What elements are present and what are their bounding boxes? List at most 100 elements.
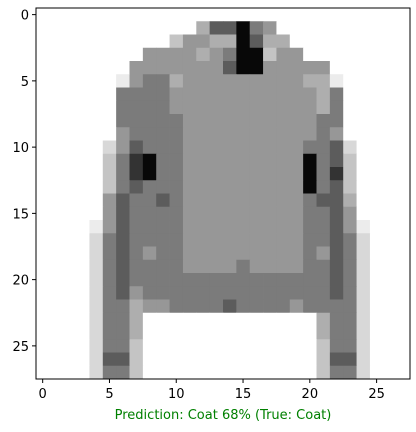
pixel-cell: [196, 100, 211, 115]
pixel-cell: [236, 365, 251, 380]
pixel-cell: [156, 180, 170, 194]
pixel-cell: [36, 286, 50, 300]
pixel-cell: [129, 312, 144, 327]
pixel-cell: [396, 259, 411, 274]
pixel-cell: [236, 140, 251, 155]
pixel-cell: [236, 273, 251, 287]
pixel-cell: [129, 246, 144, 261]
pixel-cell: [249, 193, 264, 208]
pixel-cell: [76, 246, 90, 261]
pixel-cell: [102, 206, 117, 221]
pixel-cell: [329, 299, 344, 314]
pixel-cell: [129, 352, 144, 367]
pixel-cell: [142, 273, 157, 287]
pixel-cell: [289, 299, 304, 314]
pixel-cell: [182, 61, 197, 75]
pixel-cell: [62, 127, 77, 141]
pixel-cell: [343, 352, 357, 367]
pixel-cell: [236, 61, 251, 75]
pixel-cell: [169, 193, 184, 208]
pixel-cell: [209, 326, 224, 340]
pixel-cell: [76, 206, 90, 221]
pixel-cell: [76, 74, 90, 88]
pixel-cell: [142, 140, 157, 155]
pixel-cell: [369, 352, 384, 367]
pixel-cell: [116, 153, 130, 168]
pixel-cell: [116, 34, 130, 49]
pixel-cell: [236, 299, 251, 314]
pixel-cell: [129, 100, 144, 115]
pixel-cell: [356, 21, 371, 35]
pixel-cell: [142, 193, 157, 208]
pixel-cell: [62, 312, 77, 327]
pixel-cell: [329, 206, 344, 221]
pixel-cell: [76, 312, 90, 327]
pixel-cell: [249, 180, 264, 194]
pixel-cell: [276, 114, 291, 128]
pixel-cell: [316, 61, 331, 75]
pixel-cell: [223, 100, 237, 115]
pixel-cell: [102, 153, 117, 168]
pixel-cell: [329, 127, 344, 141]
pixel-cell: [116, 61, 130, 75]
pixel-cell: [263, 286, 277, 300]
pixel-cell: [356, 87, 371, 102]
pixel-cell: [356, 259, 371, 274]
pixel-cell: [396, 74, 411, 88]
pixel-cell: [196, 8, 211, 22]
pixel-cell: [62, 273, 77, 287]
pixel-cell: [249, 326, 264, 340]
pixel-cell: [249, 233, 264, 247]
x-tick-label: 25: [368, 387, 385, 402]
pixel-cell: [396, 34, 411, 49]
pixel-cell: [276, 326, 291, 340]
pixel-cell: [36, 114, 50, 128]
pixel-cell: [329, 87, 344, 102]
pixel-cell: [343, 206, 357, 221]
pixel-cell: [169, 273, 184, 287]
pixel-cell: [343, 8, 357, 22]
pixel-cell: [169, 233, 184, 247]
pixel-cell: [209, 114, 224, 128]
pixel-cell: [89, 273, 104, 287]
pixel-cell: [89, 100, 104, 115]
pixel-cell: [169, 286, 184, 300]
pixel-cell: [142, 8, 157, 22]
pixel-cell: [396, 339, 411, 353]
pixel-cell: [383, 140, 398, 155]
pixel-cell: [356, 140, 371, 155]
pixel-cell: [303, 180, 317, 194]
pixel-cell: [142, 365, 157, 380]
pixel-cell: [383, 233, 398, 247]
pixel-cell: [303, 21, 317, 35]
pixel-cell: [316, 100, 331, 115]
pixel-cell: [62, 193, 77, 208]
pixel-cell: [396, 180, 411, 194]
pixel-cell: [303, 352, 317, 367]
pixel-cell: [356, 74, 371, 88]
pixel-cell: [102, 246, 117, 261]
pixel-cell: [249, 153, 264, 168]
pixel-cell: [303, 74, 317, 88]
pixel-cell: [383, 8, 398, 22]
pixel-cell: [383, 339, 398, 353]
pixel-cell: [169, 34, 184, 49]
pixel-cell: [142, 259, 157, 274]
pixel-cell: [89, 246, 104, 261]
pixel-cell: [156, 34, 170, 49]
pixel-cell: [182, 34, 197, 49]
pixel-cell: [223, 312, 237, 327]
pixel-cell: [142, 299, 157, 314]
pixel-cell: [236, 167, 251, 181]
pixel-cell: [316, 339, 331, 353]
x-tick-label: 15: [235, 387, 252, 402]
pixel-cell: [369, 180, 384, 194]
pixel-cell: [49, 312, 64, 327]
pixel-cell: [303, 299, 317, 314]
pixel-cell: [182, 246, 197, 261]
pixel-cell: [249, 339, 264, 353]
pixel-cell: [356, 114, 371, 128]
pixel-cell: [369, 127, 384, 141]
pixel-cell: [76, 352, 90, 367]
